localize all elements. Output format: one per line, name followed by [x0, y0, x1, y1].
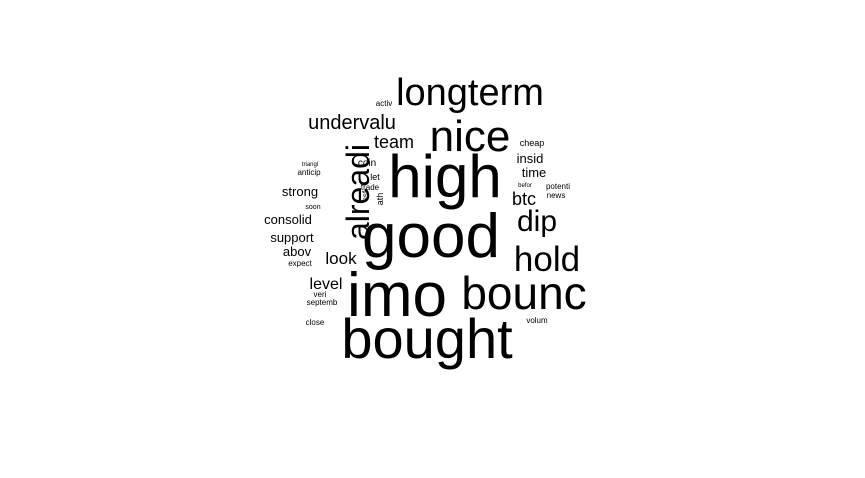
- word-veri: veri: [314, 290, 327, 299]
- word-close: close: [306, 318, 325, 327]
- word-news: news: [547, 191, 566, 200]
- word-btc: btc: [512, 189, 536, 209]
- word-insid: insid: [517, 151, 544, 166]
- word-let: let: [370, 172, 380, 182]
- word-bounc: bounc: [461, 267, 586, 319]
- word-time: time: [522, 165, 547, 180]
- word-cheap: cheap: [520, 138, 545, 148]
- word-support: support: [270, 230, 314, 245]
- word-good: good: [362, 202, 500, 271]
- word-ath: ath: [375, 193, 385, 206]
- word-team: team: [374, 132, 414, 152]
- word-expect: expect: [288, 259, 312, 268]
- word-dip: dip: [517, 205, 557, 238]
- word-activ: activ: [376, 99, 392, 108]
- word-look: look: [325, 249, 357, 268]
- word-longterm: longterm: [396, 72, 544, 114]
- word-level: level: [310, 276, 343, 293]
- word-soon: soon: [305, 204, 320, 211]
- word-alreadi: alreadi: [340, 144, 376, 240]
- word-triangl: triangl: [302, 162, 318, 168]
- word-hold: hold: [514, 240, 580, 279]
- word-nice: nice: [430, 112, 511, 161]
- word-ssf: ssf: [361, 190, 370, 201]
- word-imo: imo: [347, 261, 447, 330]
- word-volum: volum: [526, 316, 548, 325]
- word-coin: coin: [358, 158, 376, 169]
- word-potenti: potenti: [546, 182, 570, 191]
- word-trade: trade: [361, 183, 380, 192]
- word-befor: befor: [518, 183, 532, 189]
- word-high: high: [388, 143, 501, 210]
- word-consolid: consolid: [264, 212, 312, 227]
- word-anticip: anticip: [297, 168, 321, 177]
- word-septemb: septemb: [307, 298, 338, 307]
- word-bought: bought: [341, 307, 513, 370]
- word-strong: strong: [282, 184, 318, 199]
- word-undervalu: undervalu: [308, 112, 396, 134]
- word-abov: abov: [283, 244, 312, 259]
